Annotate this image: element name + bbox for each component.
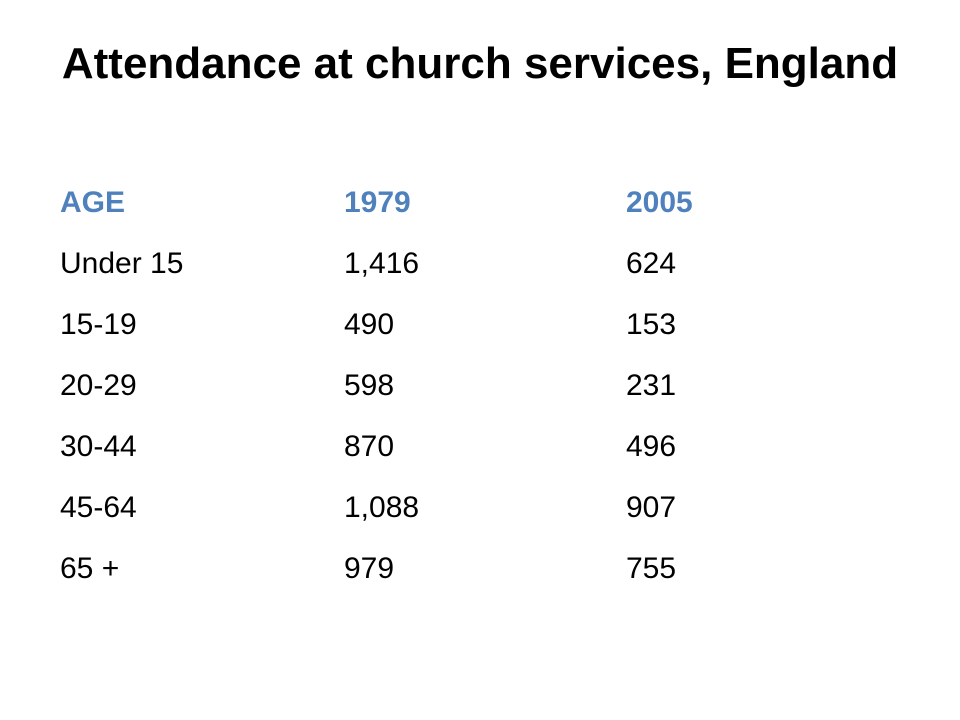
- value-2005-cell: 755: [626, 551, 677, 585]
- age-cell: 20-29: [60, 368, 137, 402]
- header-age: AGE: [60, 185, 126, 219]
- table-row: 45-64 1,088 907: [60, 477, 900, 538]
- table-header-row: AGE 1979 2005: [60, 172, 900, 233]
- value-1979-cell: 979: [344, 551, 395, 585]
- age-cell: Under 15: [60, 246, 184, 280]
- value-1979-cell: 490: [344, 307, 395, 341]
- table-row: Under 15 1,416 624: [60, 233, 900, 294]
- age-cell: 15-19: [60, 307, 137, 341]
- table-row: 20-29 598 231: [60, 355, 900, 416]
- value-1979-cell: 1,416: [344, 246, 420, 280]
- table-row: 30-44 870 496: [60, 416, 900, 477]
- header-1979: 1979: [344, 185, 411, 219]
- attendance-table: AGE 1979 2005 Under 15 1,416 624 15-19 4…: [60, 172, 900, 599]
- value-1979-cell: 870: [344, 429, 395, 463]
- value-2005-cell: 624: [626, 246, 677, 280]
- value-2005-cell: 231: [626, 368, 677, 402]
- table-row: 65 + 979 755: [60, 538, 900, 599]
- value-1979-cell: 1,088: [344, 490, 420, 524]
- header-2005: 2005: [626, 185, 693, 219]
- value-2005-cell: 907: [626, 490, 677, 524]
- age-cell: 30-44: [60, 429, 137, 463]
- slide-title: Attendance at church services, England: [61, 39, 899, 88]
- table-row: 15-19 490 153: [60, 294, 900, 355]
- age-cell: 45-64: [60, 490, 137, 524]
- age-cell: 65 +: [60, 551, 120, 585]
- value-2005-cell: 153: [626, 307, 677, 341]
- value-1979-cell: 598: [344, 368, 395, 402]
- value-2005-cell: 496: [626, 429, 677, 463]
